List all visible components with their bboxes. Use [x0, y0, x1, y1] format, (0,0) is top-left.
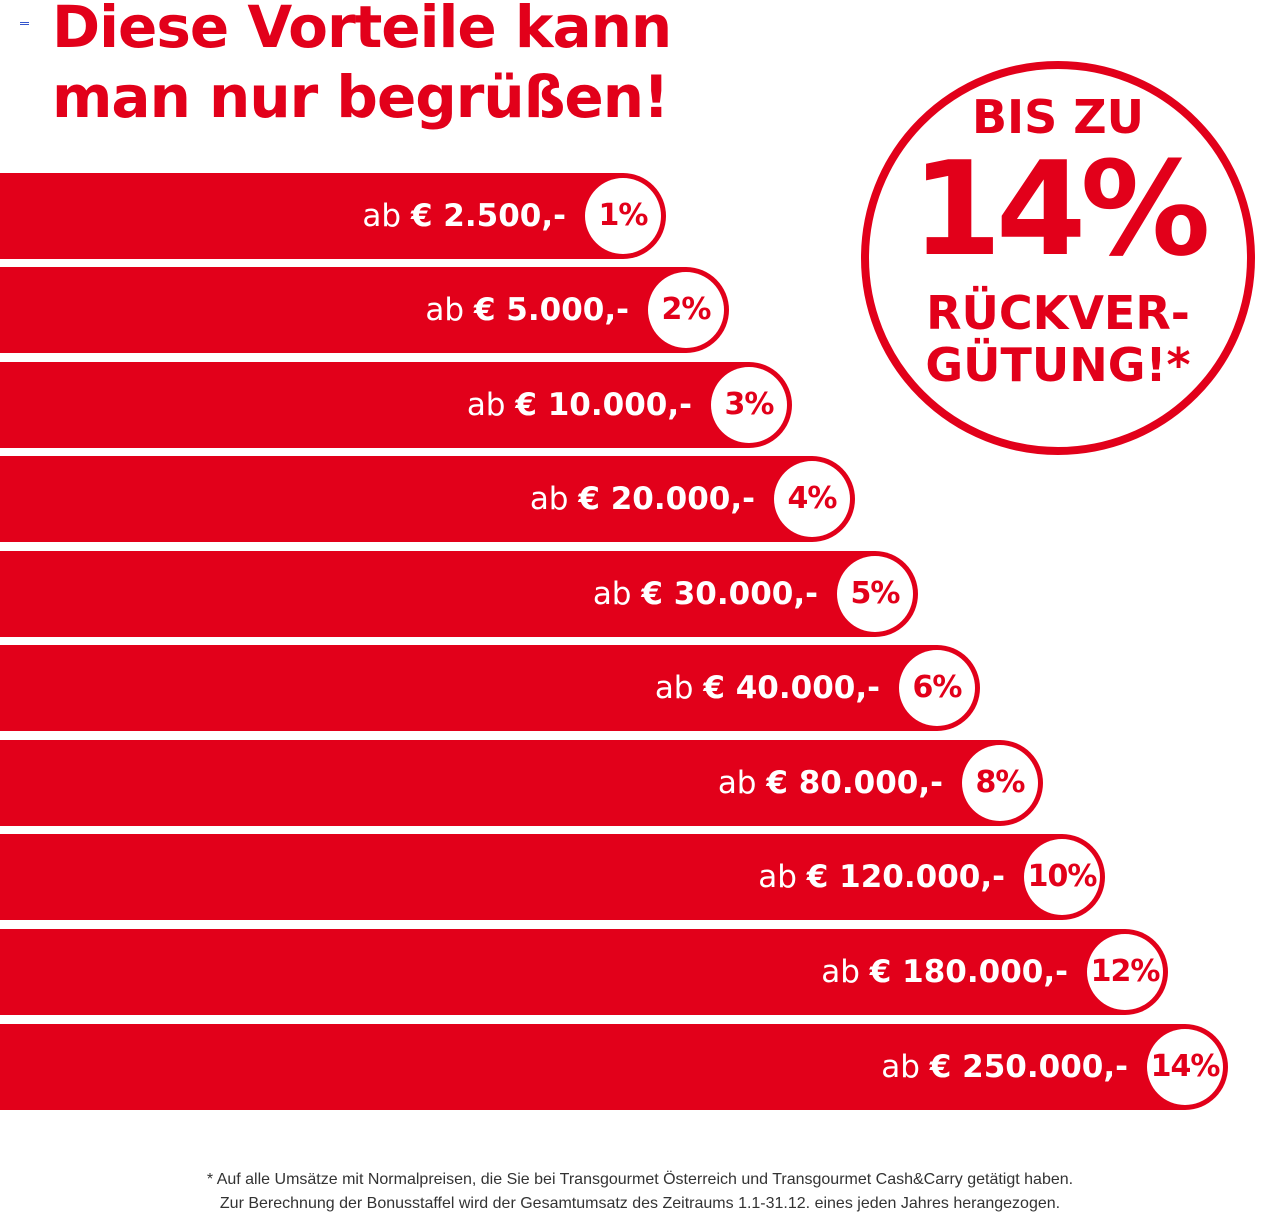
tier-amount: € 40.000,- [703, 670, 880, 706]
tier-prefix: ab [466, 387, 506, 423]
tier-amount: € 120.000,- [806, 859, 1005, 895]
tier-row: ab € 80.000,- 8% [0, 740, 1043, 826]
tier-row: ab € 120.000,- 10% [0, 834, 1105, 920]
max-rebate-badge: BIS ZU 14% RÜCKVER- GÜTUNG!* [861, 61, 1255, 455]
tier-row: ab € 10.000,- 3% [0, 362, 792, 448]
tier-amount: € 5.000,- [473, 292, 629, 328]
footnote-line-1: * Auf alle Umsätze mit Normalpreisen, di… [206, 1171, 1074, 1188]
tier-percent-badge: 6% [899, 650, 975, 726]
tier-prefix: ab [425, 292, 465, 328]
tier-amount: € 30.000,- [641, 576, 818, 612]
badge-line-1: BIS ZU [971, 90, 1145, 144]
badge-line-4: GÜTUNG!* [925, 338, 1191, 392]
tier-percent-badge: 1% [585, 178, 661, 254]
tier-percent-badge: 2% [648, 272, 724, 348]
tier-amount: € 80.000,- [766, 765, 943, 801]
headline-line-1: Diese Vorteile kann [52, 0, 672, 61]
tier-percent-badge: 5% [837, 556, 913, 632]
tier-prefix: ab [529, 481, 569, 517]
tier-label: ab € 2.500,- [362, 173, 566, 259]
tier-amount: € 10.000,- [515, 387, 692, 423]
tier-label: ab € 80.000,- [718, 740, 943, 826]
tier-row: ab € 250.000,- 14% [0, 1024, 1228, 1110]
tier-label: ab € 5.000,- [425, 267, 629, 353]
tier-percent-badge: 10% [1024, 839, 1100, 915]
headline: Diese Vorteile kann man nur begrüßen! [52, 0, 672, 132]
tier-prefix: ab [592, 576, 632, 612]
tier-label: ab € 180.000,- [821, 929, 1068, 1015]
tier-row: ab € 20.000,- 4% [0, 456, 855, 542]
tier-percent-badge: 12% [1087, 934, 1163, 1010]
tier-prefix: ab [821, 954, 860, 990]
tier-row: ab € 180.000,- 12% [0, 929, 1168, 1015]
tier-label: ab € 20.000,- [530, 456, 755, 542]
tier-amount: € 20.000,- [578, 481, 755, 517]
footnote: * Auf alle Umsätze mit Normalpreisen, di… [0, 1168, 1280, 1216]
tier-prefix: ab [654, 670, 694, 706]
tier-label: ab € 250.000,- [881, 1024, 1128, 1110]
menu-icon[interactable] [20, 22, 29, 25]
tier-amount: € 2.500,- [410, 198, 566, 234]
badge-percent: 14% [911, 133, 1210, 285]
tier-prefix: ab [362, 198, 402, 234]
tier-amount: € 250.000,- [929, 1049, 1128, 1085]
tier-row: ab € 30.000,- 5% [0, 551, 918, 637]
headline-line-2: man nur begrüßen! [52, 63, 670, 131]
tier-list: ab € 2.500,- 1% ab € 5.000,- 2% ab € 10.… [0, 173, 1228, 1110]
tier-label: ab € 30.000,- [593, 551, 818, 637]
tier-row: ab € 2.500,- 1% [0, 173, 666, 259]
badge-line-3: RÜCKVER- [926, 286, 1190, 340]
tier-percent-badge: 8% [962, 745, 1038, 821]
tier-percent-badge: 4% [774, 461, 850, 537]
tier-prefix: ab [881, 1049, 920, 1085]
tier-amount: € 180.000,- [869, 954, 1068, 990]
tier-label: ab € 120.000,- [758, 834, 1005, 920]
tier-percent-badge: 3% [711, 367, 787, 443]
tier-prefix: ab [758, 859, 797, 895]
tier-row: ab € 5.000,- 2% [0, 267, 729, 353]
tier-label: ab € 10.000,- [467, 362, 692, 448]
tier-row: ab € 40.000,- 6% [0, 645, 980, 731]
tier-label: ab € 40.000,- [655, 645, 880, 731]
tier-percent-badge: 14% [1147, 1029, 1223, 1105]
footnote-line-2: Zur Berechnung der Bonusstaffel wird der… [219, 1195, 1061, 1212]
tier-prefix: ab [717, 765, 757, 801]
